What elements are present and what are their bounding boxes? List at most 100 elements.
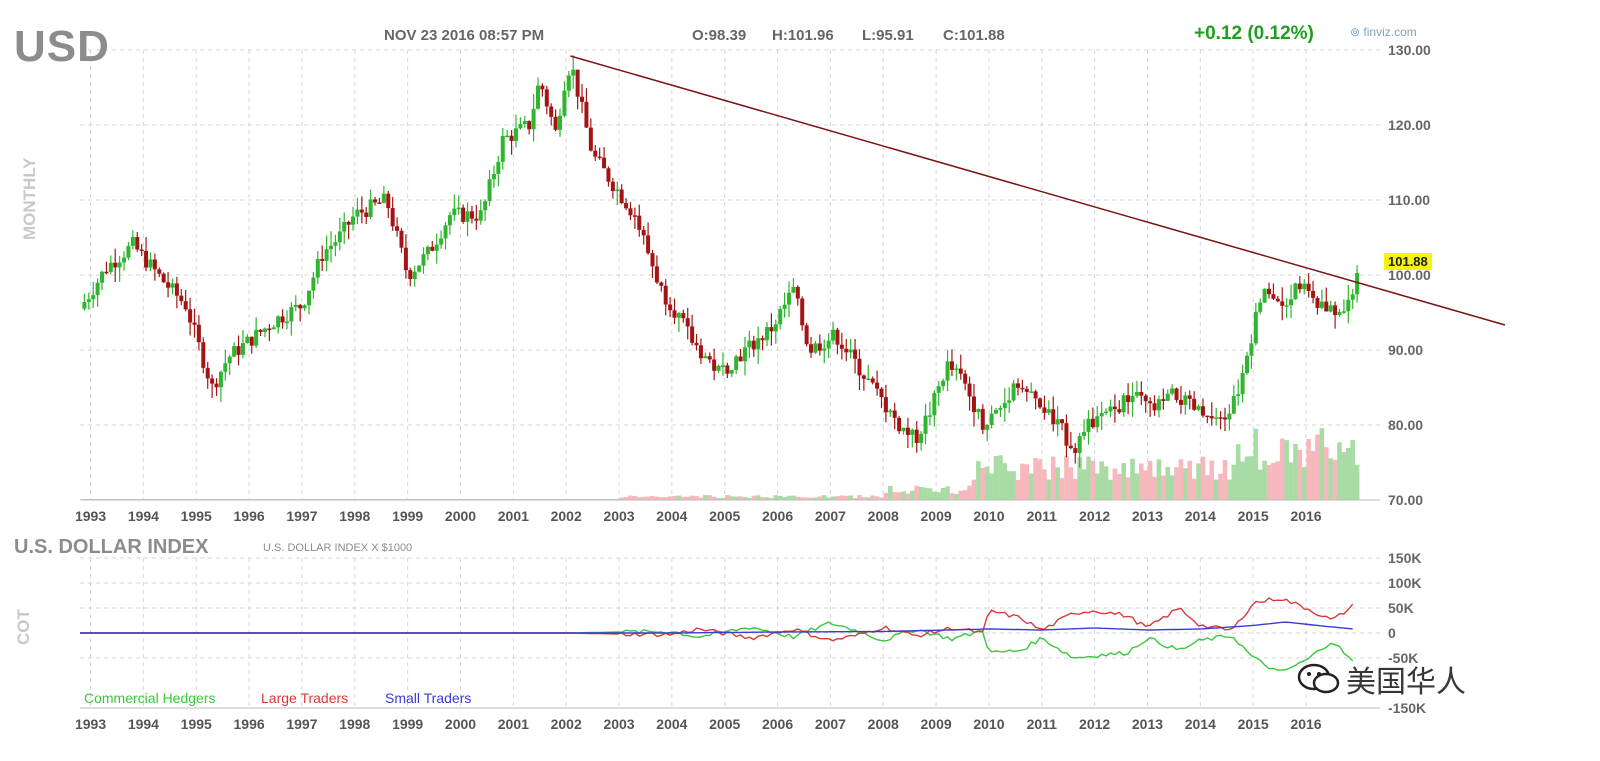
candle-body [602, 157, 607, 169]
candle-body [223, 363, 228, 372]
volume-bar [681, 496, 686, 500]
candle-body [1139, 391, 1144, 396]
candle-body [443, 225, 448, 239]
candle-body [831, 329, 836, 341]
volume-bar [1227, 479, 1232, 500]
volume-bar [1108, 479, 1113, 500]
candle-body [839, 344, 844, 349]
year-tick-label: 1996 [234, 508, 265, 524]
volume-bar [1024, 464, 1030, 500]
year-tick-label-lower: 1996 [234, 716, 265, 732]
candle-body [769, 327, 774, 332]
volume-bar [1350, 439, 1355, 500]
candle-body [1324, 301, 1329, 312]
candle-body [452, 208, 457, 216]
volume-bar [1055, 467, 1060, 500]
watermark-text: 美国华人 [1346, 666, 1466, 699]
candle-body [487, 179, 492, 202]
candle-body [615, 189, 620, 192]
candle-body [1209, 416, 1214, 419]
volume-bar [1116, 473, 1122, 500]
volume-bar [1288, 462, 1294, 500]
volume-bar [852, 497, 858, 500]
resistance-trendline [570, 55, 1506, 326]
candle-body [417, 265, 422, 272]
candle-body [1192, 398, 1197, 410]
volume-bar [636, 497, 642, 500]
candle-body [927, 415, 932, 417]
candle-body [161, 273, 166, 283]
candle-body [1284, 305, 1289, 307]
candle-body [888, 410, 893, 413]
price-tick-label: 120.00 [1388, 117, 1431, 133]
candle-body [650, 253, 655, 267]
candle-body [826, 340, 831, 349]
candle-body [980, 408, 985, 430]
year-tick-label-lower: 2015 [1238, 716, 1269, 732]
candle-body [1042, 407, 1047, 413]
volume-bar [892, 492, 898, 500]
year-tick-label-lower: 2000 [445, 716, 476, 732]
volume-bar [1147, 460, 1153, 500]
volume-bar [1072, 478, 1078, 500]
candle-body [82, 302, 87, 309]
year-tick-label: 2013 [1132, 508, 1163, 524]
candle-body [971, 396, 976, 413]
volume-bar [1328, 458, 1333, 500]
candle-body [166, 282, 171, 288]
candle-body [945, 361, 950, 381]
candle-body [245, 336, 250, 344]
candle-body [293, 304, 298, 308]
volume-bar [1332, 459, 1338, 500]
candle-body [1319, 301, 1324, 308]
volume-bar [1257, 469, 1263, 500]
year-tick-label-lower: 2002 [551, 716, 582, 732]
candle-body [337, 231, 342, 243]
volume-bar [976, 461, 981, 500]
volume-bar [667, 496, 673, 500]
candle-body [1271, 294, 1276, 299]
cot-tick-label: -50K [1388, 650, 1418, 666]
volume-bar [936, 492, 942, 500]
volume-bar [1341, 452, 1347, 500]
candle-body [593, 150, 598, 157]
volume-bar [751, 495, 757, 500]
candle-body [1341, 311, 1346, 313]
candle-body [1117, 409, 1122, 413]
quote-datetime: NOV 23 2016 08:57 PM [384, 27, 545, 44]
candle-body [632, 215, 637, 217]
candle-body [901, 427, 906, 432]
volume-bar [782, 497, 787, 500]
candle-body [597, 156, 602, 159]
volume-bar [914, 485, 920, 500]
candle-body [126, 245, 131, 258]
year-tick-label: 2009 [921, 508, 952, 524]
candle-body [1289, 299, 1294, 306]
candle-body [883, 397, 888, 413]
candle-body [188, 309, 193, 323]
candle-body [1161, 399, 1166, 401]
volume-bar [1103, 466, 1109, 500]
candle-body [690, 326, 695, 343]
candle-body [822, 348, 827, 351]
candle-body [381, 193, 386, 203]
close-value: C:101.88 [943, 27, 1005, 44]
volume-bar [1134, 473, 1140, 500]
candle-body [782, 304, 787, 310]
volume-bar [1169, 475, 1175, 500]
candle-body [976, 408, 981, 413]
candle-body [641, 229, 646, 236]
volume-bar [747, 497, 752, 500]
candle-body [738, 356, 743, 362]
candle-body [368, 199, 373, 217]
candle-body [1016, 383, 1021, 388]
candle-body [1205, 415, 1210, 418]
candle-body [549, 106, 554, 117]
candle-body [628, 208, 633, 216]
candle-body [139, 249, 144, 251]
candle-body [122, 257, 127, 263]
candle-body [919, 433, 924, 444]
candle-body [734, 356, 739, 371]
source-link[interactable]: ⊚ finviz.com [1350, 25, 1417, 39]
candle-body [1130, 395, 1135, 403]
